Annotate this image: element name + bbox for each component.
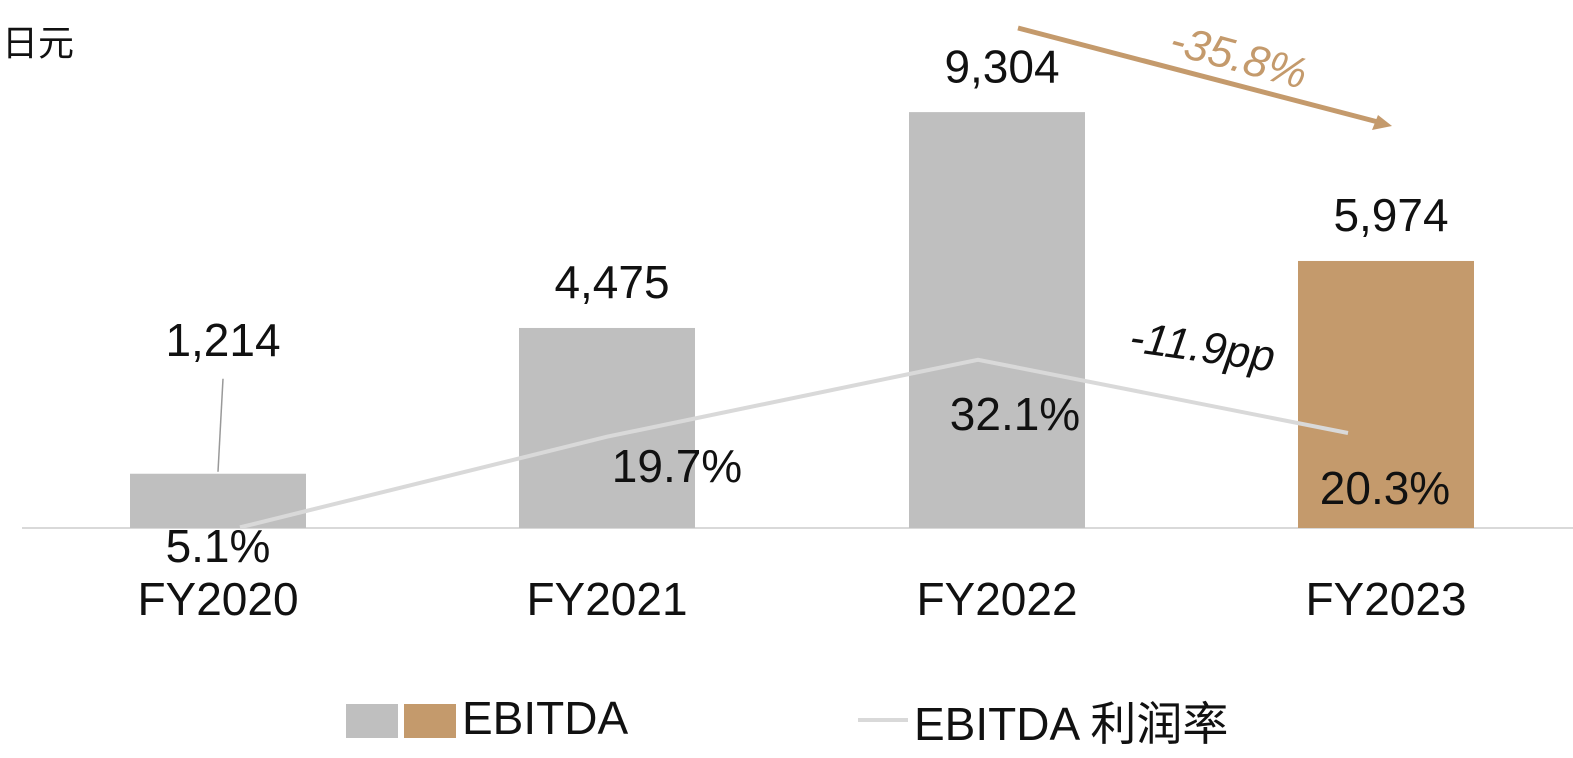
margin-value-label: 19.7%: [612, 440, 742, 492]
margin-value-label: 32.1%: [950, 388, 1080, 440]
margin-value-label: 20.3%: [1320, 462, 1450, 514]
x-tick-label: FY2021: [526, 573, 687, 625]
legend-label: EBITDA: [462, 692, 628, 744]
bar-value-label: 9,304: [944, 40, 1059, 92]
bar: [1298, 260, 1474, 528]
trend-arrow: [1017, 25, 1379, 125]
bar-value-label: 4,475: [554, 256, 669, 308]
x-tick-label: FY2020: [137, 573, 298, 625]
bar-value-label: 1,214: [165, 314, 280, 366]
x-tick-label: FY2022: [916, 573, 1077, 625]
unit-label: 日元: [2, 23, 74, 64]
legend-label: EBITDA 利润率: [914, 698, 1228, 750]
leader-line: [217, 378, 224, 472]
arrow-head: [1372, 115, 1392, 130]
margin-value-label: 5.1%: [166, 520, 271, 572]
x-tick-label: FY2023: [1305, 573, 1466, 625]
bar: [519, 327, 695, 528]
legend-swatch: [346, 704, 398, 738]
legend-swatch: [404, 704, 456, 738]
margin-line: [239, 357, 1349, 530]
bar-value-label: 5,974: [1333, 189, 1448, 241]
annotation: -11.9pp: [1127, 313, 1278, 382]
bar: [909, 112, 1085, 528]
